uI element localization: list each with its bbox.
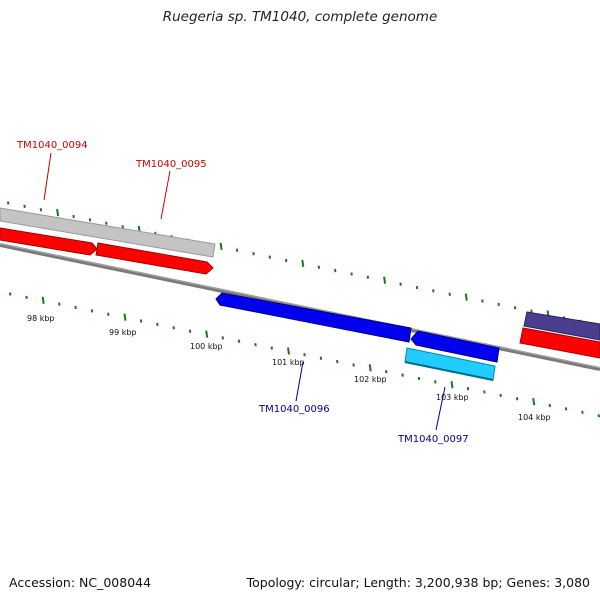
outer-major-tick [383, 276, 387, 284]
scale-label-104-kbp: 104 kbp [518, 413, 551, 422]
leader-line-TM1040_0094 [43, 152, 52, 201]
scale-label-101-kbp: 101 kbp [272, 358, 305, 367]
inner-major-tick [287, 347, 290, 355]
scale-label-100-kbp: 100 kbp [190, 342, 223, 351]
gene-label-TM1040_0097[interactable]: TM1040_0097 [397, 434, 469, 445]
inner-major-tick [532, 397, 536, 406]
gene-label-TM1040_0094[interactable]: TM1040_0094 [16, 140, 88, 151]
scale-label-98-kbp: 98 kbp [27, 314, 55, 323]
accession-text: Accession: NC_008044 [9, 575, 152, 590]
outer-major-tick [219, 242, 223, 251]
leader-line-TM1040_0096 [295, 361, 304, 402]
cds-arrow-TM1040_0096[interactable] [215, 292, 412, 343]
outer-major-tick [301, 259, 305, 267]
scale-label-102-kbp: 102 kbp [354, 375, 387, 384]
outer-major-tick [56, 208, 60, 217]
cyan-feature-shadow [404, 361, 494, 381]
inner-major-tick [205, 330, 209, 338]
cds-arrow-TM1040_0097[interactable] [410, 330, 500, 363]
outer-major-tick [464, 293, 468, 301]
leader-line-TM1040_0097 [435, 386, 446, 431]
scale-label-103-kbp: 103 kbp [436, 393, 469, 402]
cds-arrow-TM1040_0094[interactable] [0, 227, 98, 256]
inner-major-tick [123, 313, 127, 321]
inner-major-tick [41, 296, 45, 304]
genome-title: Ruegeria sp. TM1040, complete genome [162, 9, 438, 25]
genome-backbone-highlight [0, 243, 600, 369]
cds-arrow-TM1040_0095[interactable] [95, 242, 214, 275]
cds-arrow-right-edge[interactable] [519, 327, 600, 359]
grey-feature-forward[interactable] [0, 207, 216, 258]
inner-major-tick [368, 364, 372, 372]
leader-line-TM1040_0095 [160, 170, 171, 220]
gene-label-TM1040_0095[interactable]: TM1040_0095 [135, 159, 207, 170]
scale-label-99-kbp: 99 kbp [109, 328, 137, 337]
gene-label-TM1040_0096[interactable]: TM1040_0096 [258, 404, 330, 415]
inner-tick-row [9, 292, 600, 418]
inner-major-tick [450, 381, 454, 389]
genome-summary-text: Topology: circular; Length: 3,200,938 bp… [246, 575, 590, 590]
purple-feature-forward[interactable] [523, 311, 600, 341]
